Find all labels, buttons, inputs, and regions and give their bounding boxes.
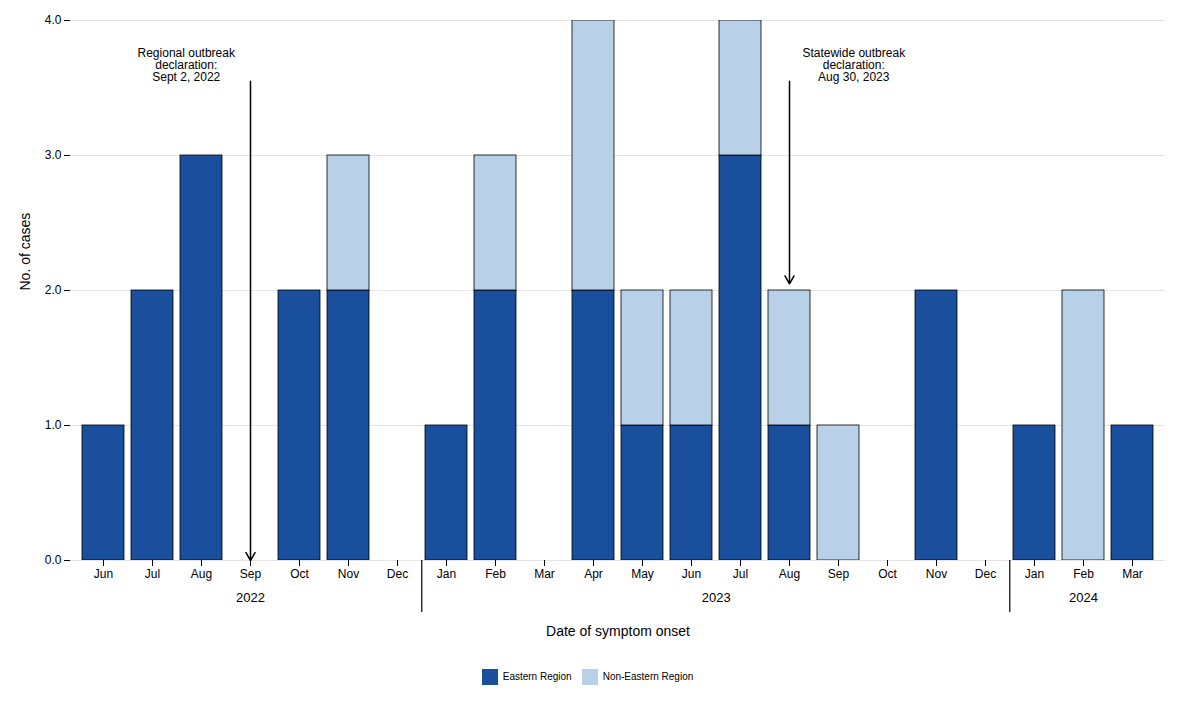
- svg-text:Jul: Jul: [733, 567, 748, 581]
- svg-text:Jul: Jul: [145, 567, 160, 581]
- svg-text:0.0: 0.0: [45, 553, 62, 567]
- svg-text:Jun: Jun: [94, 567, 113, 581]
- svg-text:Oct: Oct: [878, 567, 897, 581]
- svg-text:Apr: Apr: [584, 567, 603, 581]
- svg-text:Mar: Mar: [534, 567, 555, 581]
- svg-text:Sep: Sep: [240, 567, 262, 581]
- svg-text:Aug: Aug: [779, 567, 800, 581]
- svg-text:No. of cases: No. of cases: [17, 213, 33, 291]
- svg-text:Dec: Dec: [975, 567, 996, 581]
- svg-text:4.0: 4.0: [45, 13, 62, 27]
- html-text:Non-Eastern Region: Non-Eastern Region: [602, 671, 694, 682]
- svg-text:2.0: 2.0: [45, 283, 62, 297]
- svg-text:Sep: Sep: [828, 567, 850, 581]
- svg-text:2024: 2024: [1069, 590, 1098, 605]
- svg-text:Nov: Nov: [926, 567, 947, 581]
- svg-text:2022: 2022: [236, 590, 265, 605]
- svg-text:Regional outbreakdeclaration:S: Regional outbreakdeclaration:Sept 2, 202…: [138, 46, 236, 84]
- svg-text:Jan: Jan: [437, 567, 456, 581]
- svg-text:May: May: [631, 567, 654, 581]
- svg-text:3.0: 3.0: [45, 148, 62, 162]
- svg-text:Dec: Dec: [387, 567, 408, 581]
- svg-text:Nov: Nov: [338, 567, 359, 581]
- svg-text:Aug: Aug: [191, 567, 212, 581]
- svg-text:Feb: Feb: [485, 567, 506, 581]
- svg-text:Statewide outbreakdeclaration:: Statewide outbreakdeclaration:Aug 30, 20…: [802, 46, 906, 84]
- svg-text:Feb: Feb: [1073, 567, 1094, 581]
- html-text:Eastern Region: Eastern Region: [502, 671, 572, 682]
- svg-text:Jun: Jun: [682, 567, 701, 581]
- svg-text:2023: 2023: [702, 590, 731, 605]
- svg-text:Oct: Oct: [290, 567, 309, 581]
- svg-text:Mar: Mar: [1122, 567, 1143, 581]
- svg-text:1.0: 1.0: [45, 418, 62, 432]
- svg-text:Jan: Jan: [1025, 567, 1044, 581]
- svg-text:Date of symptom onset: Date of symptom onset: [546, 623, 690, 639]
